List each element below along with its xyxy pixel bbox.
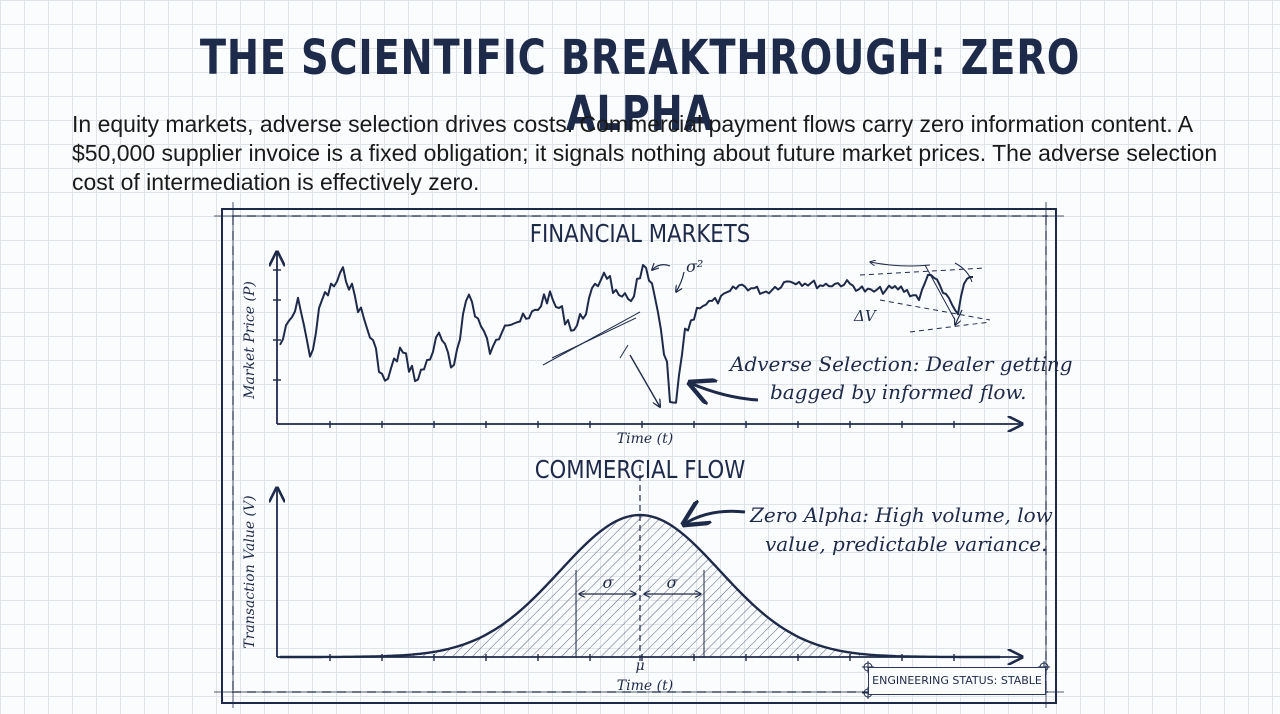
financial-x-axis-label: Time (t) [617, 431, 673, 447]
commercial-axes [277, 488, 1022, 657]
financial-y-axis-label: Market Price (P) [242, 281, 258, 400]
commercial-x-ticks [329, 654, 955, 661]
commercial-flow-panel: COMMERCIAL FLOW σ σ Transaction Value (V… [242, 455, 1053, 694]
adverse-selection-annotation-line1: Adverse Selection: Dealer getting [728, 352, 1073, 376]
sketch-construction-lines [542, 262, 991, 407]
sigma-squared-label: σ² [686, 257, 703, 276]
financial-y-ticks [273, 269, 281, 381]
commercial-y-axis-label: Transaction Value (V) [242, 495, 258, 648]
adverse-selection-arrow [690, 383, 759, 400]
delta-v-label: ΔV [853, 307, 878, 325]
market-price-series [279, 264, 973, 404]
zero-alpha-arrow [684, 511, 746, 524]
intro-paragraph: In equity markets, adverse selection dri… [72, 111, 1218, 195]
slide-title: THE SCIENTIFIC BREAKTHROUGH: ZERO ALPHA [199, 30, 1081, 142]
financial-markets-title: FINANCIAL MARKETS [530, 219, 750, 248]
adverse-selection-annotation-line2: bagged by informed flow. [770, 380, 1027, 404]
financial-axes [277, 252, 1022, 424]
zero-alpha-annotation-line2: value, predictable variance. [765, 532, 1047, 556]
sigma-right-label: σ [667, 573, 679, 592]
commercial-x-axis-label: Time (t) [617, 678, 673, 694]
financial-markets-panel: FINANCIAL MARKETS Market Price (P) Time … [242, 219, 1073, 447]
sigma-guides [575, 465, 705, 665]
mu-label: μ [635, 658, 644, 674]
sigma-left-label: σ [603, 573, 615, 592]
financial-x-ticks [329, 421, 955, 428]
engineering-status-badge: ENGINEERING STATUS: STABLE [868, 667, 1046, 695]
zero-alpha-annotation-line1: Zero Alpha: High volume, low [749, 503, 1053, 527]
